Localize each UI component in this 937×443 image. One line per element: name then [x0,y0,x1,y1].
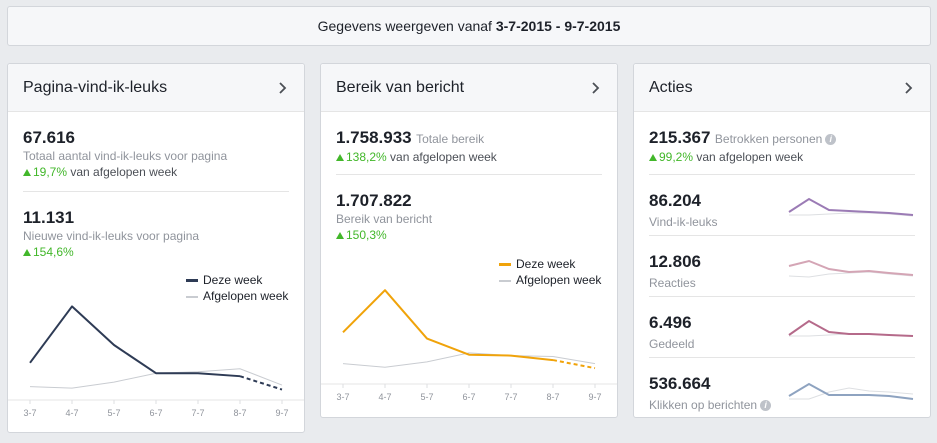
chevron-right-icon[interactable] [589,81,603,95]
chevron-right-icon[interactable] [902,81,916,95]
info-icon[interactable]: i [760,400,772,411]
divider [649,174,915,175]
x-tick-label: 9-7 [588,392,601,402]
metric-label: Gedeeld [649,337,695,351]
divider [336,174,602,175]
up-arrow-icon [23,249,31,256]
post-reach-value: 1.707.822 [336,191,412,210]
legend-swatch [186,295,198,298]
total-reach-change: 138,2% van afgelopen week [336,150,497,164]
x-tick-label: 8-7 [546,392,559,402]
date-range-prefix: Gegevens weergeven vanaf [317,18,492,34]
page-likes-card: Pagina-vind-ik-leuks 67.616 Totaal aanta… [7,63,305,433]
metric-value: 12.806 [649,252,701,271]
legend-swatch [499,279,511,282]
x-tick-label: 7-7 [504,392,517,402]
metric-value: 536.664 [649,374,711,393]
total-likes-change: 19,7% van afgelopen week [23,165,227,179]
metric-post-clicks[interactable]: 536.664 Klikken op berichten i [649,374,915,435]
total-reach-label: Totale bereik [416,132,485,146]
divider [649,357,915,358]
chevron-right-icon[interactable] [276,81,290,95]
sparkline-likes [788,197,914,217]
chart-legend: Deze week Afgelopen week [186,272,288,304]
date-range-bar: Gegevens weergeven vanaf 3-7-2015 - 9-7-… [7,6,931,46]
post-reach-chart: 3-7 4-7 5-7 6-7 7-7 8-7 9-7 [321,289,617,402]
metric-label: Klikken op berichten i [649,398,772,412]
metric-likes[interactable]: 86.204 Vind-ik-leuks [649,191,915,252]
series-last-week [29,368,283,389]
post-reach-change: 150,3% [336,228,432,242]
series-this-week-projection [239,375,283,391]
metric-value: 6.496 [649,313,692,332]
series-this-week [29,305,241,378]
legend-this-week: Deze week [203,273,263,287]
chart-legend: Deze week Afgelopen week [499,256,601,288]
actions-card: Acties 215.367 Betrokken personen i 99,2%… [633,63,931,418]
sparkline-comments [788,259,914,278]
x-tick-label: 5-7 [420,392,433,402]
post-reach-header[interactable]: Bereik van bericht [321,64,617,112]
new-likes-change: 154,6% [23,245,199,259]
date-range-value: 3-7-2015 - 9-7-2015 [495,18,621,34]
divider [23,191,289,192]
page-likes-chart: 3-7 4-7 5-7 6-7 7-7 8-7 9-7 [8,305,304,418]
post-reach-title: Bereik van bericht [336,79,465,96]
page-likes-header[interactable]: Pagina-vind-ik-leuks [8,64,304,112]
engaged-change: 99,2% van afgelopen week [649,150,836,164]
page-likes-title: Pagina-vind-ik-leuks [23,79,168,96]
up-arrow-icon [336,232,344,239]
metric-comments[interactable]: 12.806 Reacties [649,252,915,313]
engaged-label: Betrokken personen [714,132,823,146]
series-last-week [342,352,596,368]
actions-title: Acties [649,79,693,96]
legend-this-week: Deze week [516,257,576,271]
divider [649,235,915,236]
x-tick-label: 4-7 [65,408,78,418]
up-arrow-icon [336,154,344,161]
x-tick-label: 3-7 [23,408,36,418]
engaged-value: 215.367 [649,128,711,147]
divider [649,296,915,297]
metric-label: Reacties [649,276,696,290]
sparkline-shares [788,319,914,337]
new-likes-label: Nieuwe vind-ik-leuks voor pagina [23,229,200,243]
x-tick-label: 4-7 [378,392,391,402]
series-this-week [342,289,554,362]
up-arrow-icon [23,169,31,176]
x-tick-label: 7-7 [191,408,204,418]
sparkline-post-clicks [788,382,914,400]
x-tick-label: 3-7 [336,392,349,402]
x-tick-label: 6-7 [462,392,475,402]
legend-last-week: Afgelopen week [516,273,602,287]
x-tick-label: 8-7 [233,408,246,418]
post-reach-card: Bereik van bericht 1.758.933 Totale bere… [320,63,618,418]
info-icon[interactable]: i [825,134,837,145]
metric-value: 86.204 [649,191,701,210]
series-this-week-projection [552,359,596,370]
x-tick-label: 5-7 [107,408,120,418]
post-reach-label: Bereik van bericht [336,212,433,226]
metric-label: Vind-ik-leuks [649,215,718,229]
new-likes-value: 11.131 [23,208,75,227]
x-tick-label: 9-7 [275,408,288,418]
actions-header[interactable]: Acties [634,64,930,112]
metric-shares[interactable]: 6.496 Gedeeld [649,313,915,374]
total-likes-value: 67.616 [23,128,75,147]
x-tick-label: 6-7 [149,408,162,418]
legend-last-week: Afgelopen week [203,289,289,303]
total-likes-label: Totaal aantal vind-ik-leuks voor pagina [23,149,228,163]
total-reach-value: 1.758.933 [336,128,412,147]
legend-swatch [499,263,511,267]
legend-swatch [186,279,198,283]
up-arrow-icon [649,154,657,161]
